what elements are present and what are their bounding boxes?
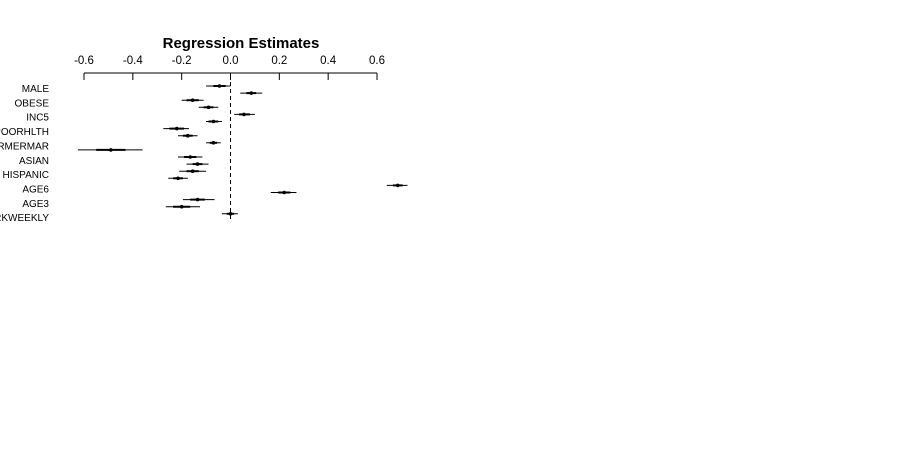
- row-label: POORHLTH: [0, 127, 49, 138]
- point-estimate: [109, 148, 113, 152]
- point-estimate: [242, 112, 246, 117]
- point-estimate: [176, 176, 180, 181]
- point-estimate: [217, 84, 222, 88]
- row-label: INC5: [26, 113, 49, 124]
- estimate-marks: [77, 84, 408, 216]
- point-estimate: [195, 197, 200, 202]
- row-label: MALE: [22, 84, 50, 95]
- row-label: AGE6: [22, 184, 49, 195]
- x-tick-label: 0.6: [369, 55, 385, 67]
- x-tick-label: 0.2: [271, 55, 287, 67]
- row-labels: MALE OBESE INC5 POORHLTH FORMERMAR ASIAN HISPA…: [0, 84, 49, 224]
- point-estimate: [179, 204, 184, 209]
- x-axis: -0.6 -0.4 -0.2 0.0 0.2 0.4 0.6: [74, 55, 385, 80]
- row-label: OBESE: [15, 98, 50, 109]
- point-estimate: [211, 119, 216, 124]
- row-label: FORMERMAR: [0, 141, 49, 152]
- x-tick-label: -0.2: [172, 55, 192, 67]
- point-estimate: [228, 212, 233, 216]
- point-estimate: [211, 141, 216, 145]
- x-tick-label: -0.4: [123, 55, 143, 67]
- point-estimate: [185, 133, 190, 138]
- x-tick-label: 0.0: [223, 55, 239, 67]
- point-estimate: [249, 91, 254, 95]
- point-estimate: [190, 169, 195, 173]
- point-estimate: [188, 155, 193, 159]
- point-estimate: [174, 126, 179, 131]
- row-label: WORKWEEKLY: [0, 213, 49, 224]
- x-tick-label: -0.6: [74, 55, 94, 67]
- row-label: ASIAN: [19, 156, 49, 167]
- point-estimate: [395, 183, 400, 188]
- x-tick-label: 0.4: [320, 55, 337, 67]
- row-label: AGE3: [22, 199, 49, 210]
- point-estimate: [190, 98, 195, 102]
- row-label: HISPANIC: [3, 170, 50, 181]
- point-estimate: [206, 105, 211, 110]
- chart-title: Regression Estimates: [163, 35, 320, 52]
- point-estimate: [282, 190, 287, 195]
- point-estimate: [195, 162, 200, 166]
